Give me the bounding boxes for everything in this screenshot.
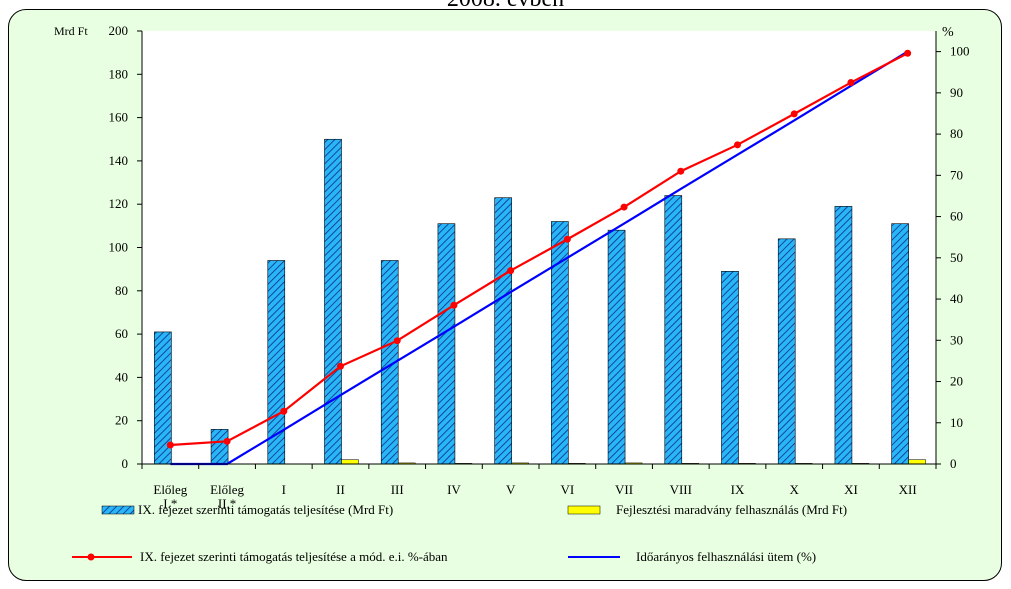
- point-support-pct: [223, 437, 231, 445]
- x-tick-label: VII: [615, 482, 633, 497]
- y-right-tick-label: 20: [950, 374, 963, 389]
- y-right-tick-label: 30: [950, 332, 963, 347]
- x-tick-label: IX: [731, 482, 745, 497]
- x-tick-label: I: [282, 482, 286, 497]
- y-right-tick-label: 60: [950, 209, 963, 224]
- y-left-tick-label: 40: [115, 369, 128, 384]
- bar-support: [664, 195, 683, 465]
- y-left-tick-label: 140: [109, 153, 129, 168]
- y-left-tick-label: 120: [109, 196, 129, 211]
- legend-label-bar-support: IX. fejezet szerinti támogatás teljesíté…: [138, 502, 393, 517]
- y-left-tick-label: 80: [115, 283, 128, 298]
- y-left-axis-label: Mrd Ft: [54, 24, 88, 38]
- x-tick-label: II.*: [218, 496, 236, 511]
- bar-support: [210, 429, 229, 465]
- y-left-tick-label: 200: [109, 23, 129, 38]
- y-right-tick-label: 10: [950, 415, 963, 430]
- x-tick-label: IV: [447, 482, 461, 497]
- bar-support: [494, 197, 512, 465]
- point-support-pct: [337, 362, 344, 370]
- legend-item-line-time-proportional: Időarányos felhasználási ütem (%): [568, 549, 816, 564]
- legend-swatch-bar-support: [101, 505, 135, 515]
- legend-item-bar-dev-remainder: Fejlesztési maradvány felhasználás (Mrd …: [567, 502, 847, 517]
- x-tick-label: VI: [560, 482, 574, 497]
- point-support-pct: [904, 49, 912, 57]
- y-left-tick-label: 20: [115, 413, 128, 428]
- point-support-pct: [563, 235, 571, 243]
- x-tick-label: VIII: [670, 482, 692, 497]
- legend-label-line-support-pct: IX. fejezet szerinti támogatás teljesíté…: [140, 549, 448, 564]
- x-tick-label: XII: [899, 482, 917, 497]
- y-right-tick-label: 100: [950, 44, 970, 59]
- y-right-tick-label: 90: [950, 85, 963, 100]
- x-tick-label: I.*: [163, 496, 177, 511]
- bar-support: [437, 223, 456, 465]
- line-support-pct: [170, 52, 909, 447]
- legend-item-bar-support: IX. fejezet szerinti támogatás teljesíté…: [101, 502, 393, 517]
- point-support-pct: [790, 110, 798, 118]
- legend-marker-line-support-pct: [87, 553, 95, 561]
- x-tick-label: XI: [844, 482, 858, 497]
- legend-label-line-time-proportional: Időarányos felhasználási ütem (%): [636, 549, 816, 564]
- legend-swatch-bar-dev-remainder: [567, 505, 601, 515]
- point-support-pct: [507, 267, 515, 275]
- point-support-pct: [677, 167, 685, 175]
- bar-dev-remainder: [341, 459, 359, 465]
- legend-label-bar-dev-remainder: Fejlesztési maradvány felhasználás (Mrd …: [616, 502, 847, 517]
- point-support-pct: [280, 407, 288, 415]
- bar-support: [324, 138, 342, 465]
- x-tick-label: V: [506, 482, 516, 497]
- bar-support: [834, 206, 853, 465]
- point-support-pct: [847, 79, 855, 87]
- point-support-pct: [734, 141, 741, 149]
- y-left-tick-label: 160: [109, 110, 129, 125]
- legend-item-line-support-pct: IX. fejezet szerinti támogatás teljesíté…: [72, 549, 448, 564]
- x-tick-label: III: [391, 482, 404, 497]
- x-tick-label: II: [336, 482, 345, 497]
- line-time-proportional: [170, 50, 909, 466]
- x-tick-label: X: [790, 482, 800, 497]
- y-right-axis-label: %: [942, 25, 954, 40]
- x-tick-label: Előleg: [153, 482, 187, 497]
- y-left-tick-label: 180: [109, 66, 129, 81]
- y-left-tick-label: 60: [115, 326, 128, 341]
- legend: IX. fejezet szerinti támogatás teljesíté…: [72, 502, 847, 564]
- y-right-tick-label: 0: [950, 456, 957, 471]
- y-left-tick-label: 0: [122, 456, 129, 471]
- point-support-pct: [393, 337, 401, 345]
- bar-support: [777, 238, 796, 465]
- bar-support: [721, 271, 739, 465]
- plot-area: [142, 31, 936, 464]
- y-right-tick-label: 70: [950, 167, 963, 182]
- bar-support: [607, 229, 626, 465]
- y-right-tick-label: 80: [950, 126, 963, 141]
- bar-support: [891, 223, 909, 465]
- bar-dev-remainder: [908, 459, 926, 465]
- y-right-tick-label: 40: [950, 291, 963, 306]
- x-tick-label: Előleg: [210, 482, 244, 497]
- y-left-tick-label: 100: [109, 240, 129, 255]
- point-support-pct: [166, 441, 174, 449]
- y-right-tick-label: 50: [950, 250, 963, 265]
- point-support-pct: [450, 301, 458, 309]
- point-support-pct: [620, 203, 628, 211]
